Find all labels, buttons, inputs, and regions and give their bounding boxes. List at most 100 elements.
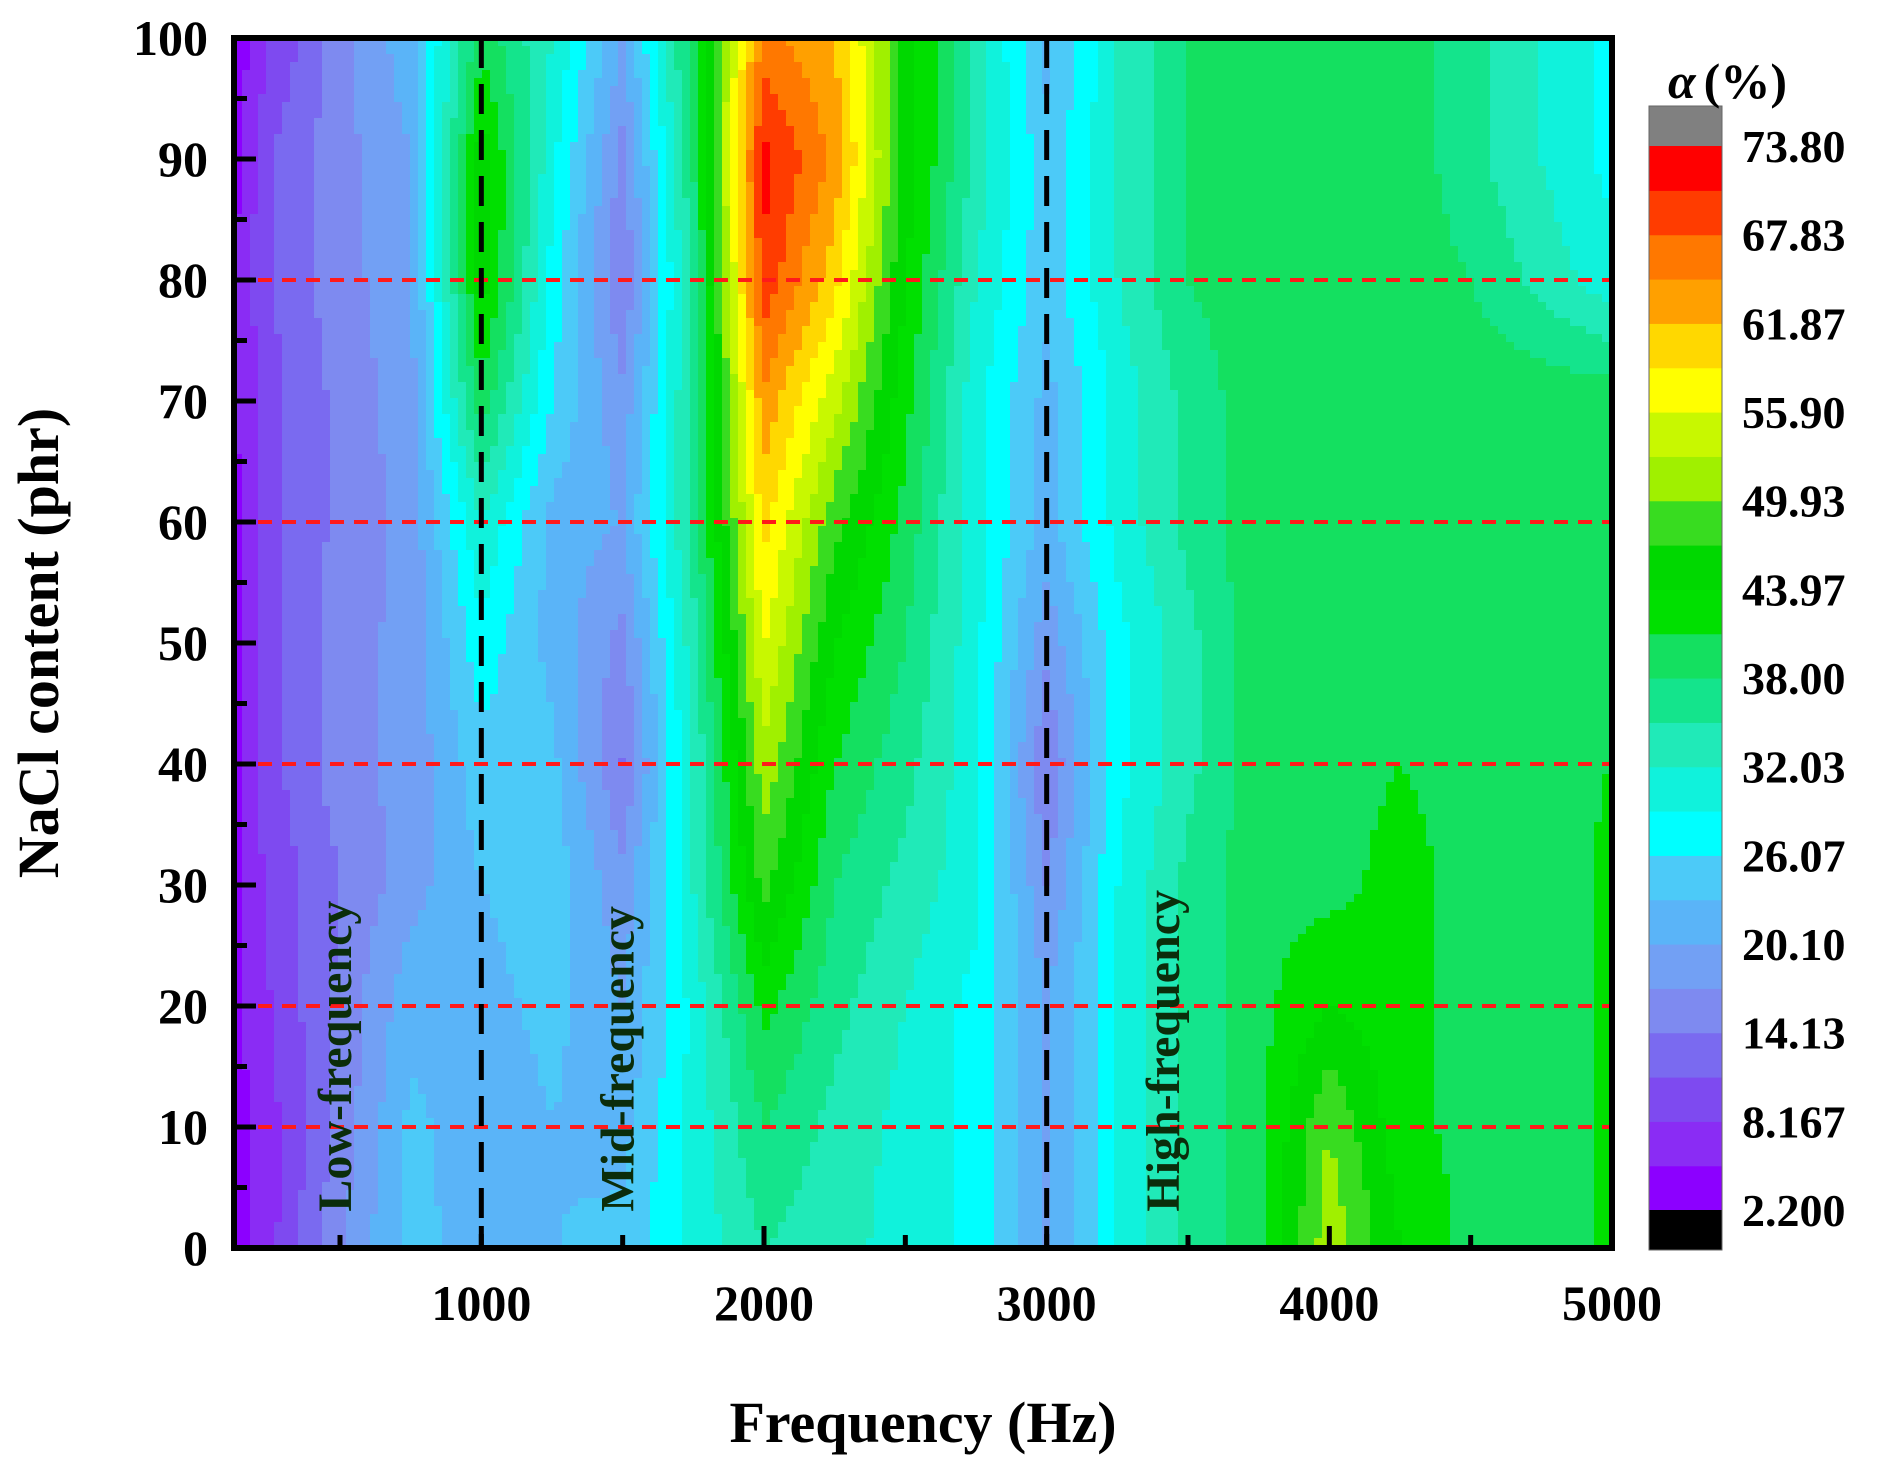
contour-cell [1090,214,1099,223]
contour-cell [1594,230,1603,239]
contour-cell [1538,46,1547,55]
contour-cell [410,166,419,175]
contour-cell [970,254,979,263]
contour-cell [778,118,787,127]
contour-cell [1050,102,1059,111]
contour-cell [954,142,963,151]
contour-cell [1338,118,1347,127]
contour-cell [858,46,867,55]
contour-cell [1522,118,1531,127]
contour-cell [618,110,627,119]
contour-cell [266,46,275,55]
contour-cell [314,126,323,135]
contour-cell [330,150,339,159]
contour-cell [1410,246,1419,255]
contour-cell [1498,102,1507,111]
contour-cell [1122,118,1131,127]
contour-cell [906,198,915,207]
contour-cell [1226,166,1235,175]
contour-cell [234,126,243,135]
contour-cell [506,222,515,231]
contour-cell [602,142,611,151]
contour-cell [522,86,531,95]
contour-cell [1266,110,1275,119]
contour-cell [1330,166,1339,175]
contour-cell [722,94,731,103]
contour-cell [722,86,731,95]
contour-cell [730,230,739,239]
contour-cell [698,126,707,135]
contour-cell [330,142,339,151]
contour-cell [610,78,619,87]
contour-cell [1042,70,1051,79]
contour-cell [402,214,411,223]
contour-cell [1410,78,1419,87]
contour-cell [506,158,515,167]
contour-cell [882,126,891,135]
contour-cell [754,78,763,87]
contour-cell [1114,254,1123,263]
contour-cell [938,222,947,231]
contour-cell [578,190,587,199]
contour-cell [1290,94,1299,103]
contour-cell [1378,174,1387,183]
contour-cell [1146,86,1155,95]
contour-cell [1202,54,1211,63]
contour-cell [610,158,619,167]
contour-cell [986,198,995,207]
contour-cell [586,174,595,183]
contour-cell [514,62,523,71]
contour-cell [514,222,523,231]
contour-cell [426,174,435,183]
contour-cell [1114,182,1123,191]
contour-cell [706,214,715,223]
contour-cell [1210,110,1219,119]
contour-cell [786,118,795,127]
contour-cell [1138,190,1147,199]
contour-cell [1434,134,1443,143]
contour-cell [546,38,555,47]
contour-cell [1210,174,1219,183]
contour-cell [1538,54,1547,63]
contour-cell [1138,38,1147,47]
contour-cell [586,238,595,247]
contour-cell [1594,134,1603,143]
contour-cell [674,38,683,47]
contour-cell [530,102,539,111]
contour-cell [810,134,819,143]
contour-cell [714,230,723,239]
contour-cell [954,158,963,167]
contour-cell [402,102,411,111]
contour-cell [274,126,283,135]
contour-cell [834,134,843,143]
contour-cell [1330,190,1339,199]
contour-cell [1226,110,1235,119]
contour-cell [1226,94,1235,103]
contour-cell [1530,230,1539,239]
contour-cell [1602,238,1611,247]
contour-cell [1226,262,1235,271]
contour-cell [1034,230,1043,239]
contour-cell [754,246,763,255]
contour-cell [1242,70,1251,79]
contour-cell [1354,262,1363,271]
contour-cell [1266,254,1275,263]
contour-cell [250,46,259,55]
contour-cell [1554,182,1563,191]
contour-cell [834,102,843,111]
contour-cell [634,102,643,111]
contour-cell [970,134,979,143]
contour-cell [1546,110,1555,119]
contour-cell [642,126,651,135]
contour-cell [978,246,987,255]
contour-cell [514,246,523,255]
contour-cell [1370,134,1379,143]
contour-cell [1538,254,1547,263]
contour-cell [1250,38,1259,47]
contour-cell [1114,214,1123,223]
contour-cell [522,78,531,87]
contour-cell [1314,238,1323,247]
contour-cell [1402,86,1411,95]
contour-cell [586,126,595,135]
contour-cell [674,214,683,223]
